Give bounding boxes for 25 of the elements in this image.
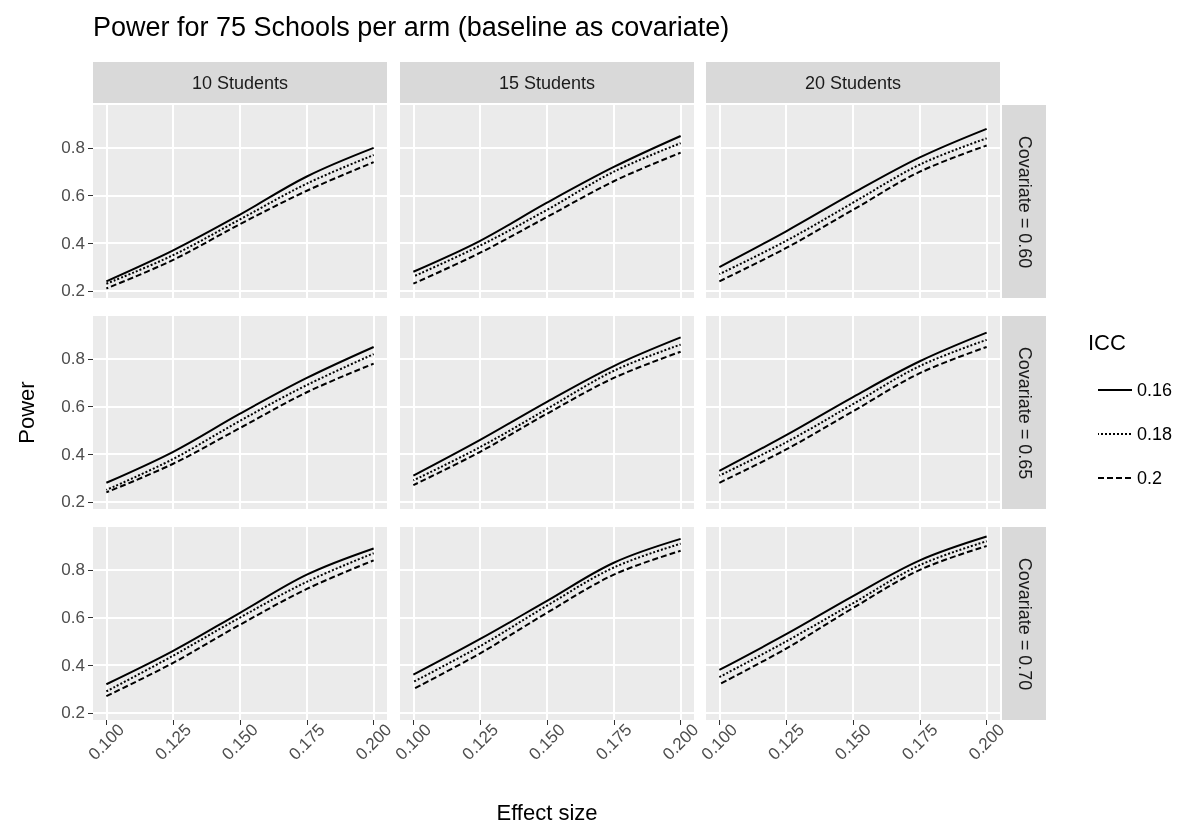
text: Covariate = 0.65 [1013, 346, 1035, 479]
y-tick-label: 0.6 [61, 608, 85, 628]
legend-label: 0.16 [1137, 380, 1173, 400]
chart-title: Power for 75 Schools per arm (baseline as covariate) [93, 12, 730, 43]
y-tick-label: 0.8 [61, 560, 85, 580]
y-axis-title: Power [13, 381, 39, 444]
y-tick-label: 0.4 [61, 233, 85, 253]
y-tick-label: 0.2 [61, 281, 85, 301]
y-tick-label: 0.4 [61, 444, 85, 464]
legend-title: ICC [1088, 329, 1126, 355]
text: Covariate = 0.60 [1013, 135, 1035, 268]
legend-label: 0.18 [1137, 424, 1173, 444]
text: Covariate = 0.70 [1013, 557, 1035, 690]
legend-label: 0.2 [1137, 468, 1163, 488]
y-tick-label: 0.2 [61, 492, 85, 512]
y-tick-label: 0.6 [61, 186, 85, 206]
y-tick-label: 0.4 [61, 655, 85, 675]
y-tick-label: 0.8 [61, 138, 85, 158]
text: 20 Students [804, 72, 902, 93]
y-tick-label: 0.6 [61, 397, 85, 417]
y-tick-label: 0.8 [61, 349, 85, 369]
text: 10 Students [191, 72, 289, 93]
y-tick-label: 0.2 [61, 703, 85, 723]
text: 15 Students [498, 72, 596, 93]
x-axis-title: Effect size [496, 799, 598, 825]
